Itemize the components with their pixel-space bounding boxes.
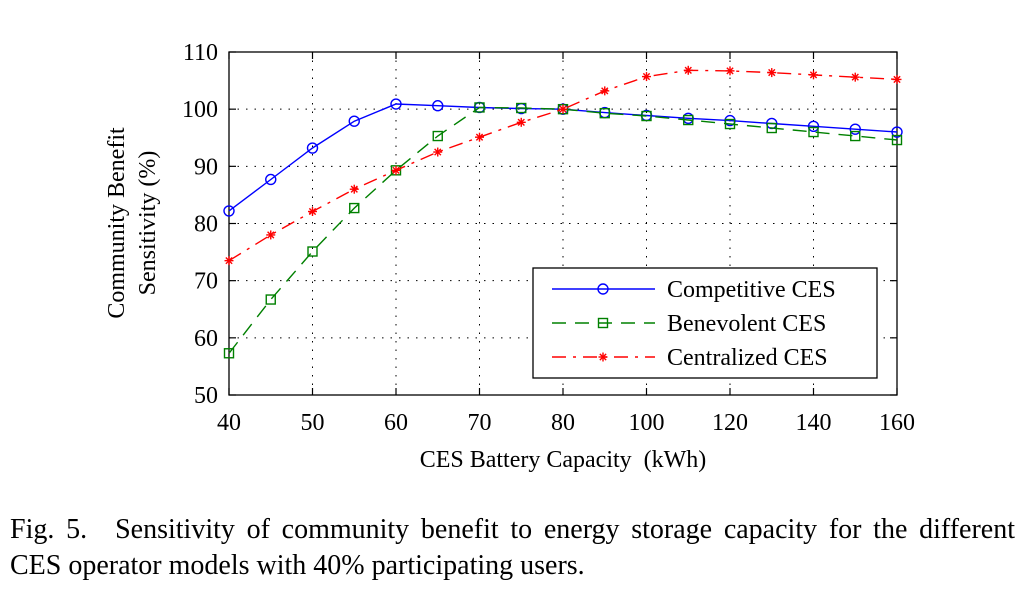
y-tick-label: 80: [194, 212, 218, 238]
series-centralized-ces: [224, 65, 902, 266]
y-tick-label: 70: [194, 269, 218, 295]
data-point-centralized-ces: [725, 66, 735, 76]
data-point-centralized-ces: [892, 74, 902, 84]
series-line-benevolent-ces: [228, 106, 898, 354]
x-tick-label: 160: [879, 410, 915, 436]
data-point-competitive-ces: [390, 98, 402, 110]
data-point-benevolent-ces: [891, 134, 903, 146]
legend-label: Benevolent CES: [667, 311, 826, 337]
data-point-benevolent-ces: [223, 348, 235, 359]
data-point-centralized-ces: [475, 132, 484, 142]
legend-marker: [597, 317, 609, 329]
data-point-benevolent-ces: [432, 130, 443, 142]
x-tick-label: 100: [629, 410, 665, 436]
data-point-benevolent-ces: [307, 246, 318, 257]
legend-entry-benevolent-ces: Benevolent CES: [552, 311, 826, 337]
data-point-competitive-ces: [891, 126, 903, 138]
data-point-benevolent-ces: [808, 126, 819, 138]
data-point-centralized-ces: [850, 72, 860, 82]
data-point-centralized-ces: [308, 206, 317, 216]
data-point-centralized-ces: [391, 165, 401, 175]
x-axis-label: CES Battery Capacity (kWh): [420, 447, 707, 473]
y-tick-label: 60: [194, 326, 218, 352]
data-point-centralized-ces: [516, 117, 526, 127]
series-competitive-ces: [223, 98, 903, 217]
data-point-competitive-ces: [348, 115, 360, 127]
data-point-centralized-ces: [349, 184, 359, 194]
x-tick-label: 40: [217, 410, 241, 436]
x-tick-label: 80: [551, 410, 575, 436]
figure-caption: Fig. 5. Sensitivity of community benefit …: [10, 512, 1015, 584]
series-group: [223, 65, 903, 359]
data-point-benevolent-ces: [724, 118, 736, 130]
data-point-competitive-ces: [223, 205, 235, 217]
y-tick-label: 110: [183, 40, 218, 66]
data-point-benevolent-ces: [516, 102, 527, 114]
data-point-competitive-ces: [306, 142, 319, 154]
legend-entry-competitive-ces: Competitive CES: [552, 277, 836, 303]
data-point-centralized-ces: [809, 70, 818, 80]
legend-box: [532, 267, 878, 379]
figure: 40 50 60 70 80 100 120 140 160 50 60 70 80 90 100 110 C…: [104, 40, 915, 473]
x-tick-label: 50: [301, 410, 325, 436]
y-tick-label: 100: [182, 97, 218, 123]
caption-label: Fig. 5.: [10, 514, 88, 545]
data-point-centralized-ces: [558, 104, 568, 114]
data-point-centralized-ces: [767, 68, 777, 78]
data-point-benevolent-ces: [850, 130, 861, 142]
data-point-competitive-ces: [432, 100, 444, 112]
data-point-benevolent-ces: [265, 294, 276, 305]
data-point-competitive-ces: [265, 173, 277, 186]
legend-entry-centralized-ces: Centralized CES: [552, 345, 828, 371]
caption-text: Sensitivity of community benefit to ener…: [10, 514, 1015, 581]
data-point-centralized-ces: [224, 256, 234, 266]
legend-label: Competitive CES: [667, 277, 836, 303]
legend-marker: [597, 283, 609, 295]
data-point-centralized-ces: [266, 230, 276, 240]
y-tick-label: 50: [194, 383, 218, 409]
legend-label: Centralized CES: [667, 345, 828, 371]
series-line-centralized-ces: [228, 69, 898, 262]
legend: Competitive CES Benevolent CES Centralized…: [532, 267, 878, 379]
data-point-benevolent-ces: [474, 102, 485, 113]
data-point-centralized-ces: [683, 65, 693, 75]
data-point-centralized-ces: [642, 72, 651, 82]
x-tick-label: 70: [468, 410, 492, 436]
legend-marker: [598, 352, 608, 362]
x-tick-label: 60: [384, 410, 408, 436]
x-tick-label: 140: [796, 410, 832, 436]
y-axis-label-line1: Community Benefit: [104, 127, 130, 319]
data-point-benevolent-ces: [766, 122, 777, 134]
data-point-competitive-ces: [849, 123, 861, 135]
x-tick-label: 120: [712, 410, 748, 436]
series-benevolent-ces: [223, 102, 903, 359]
data-point-benevolent-ces: [683, 114, 694, 126]
data-point-benevolent-ces: [641, 110, 652, 122]
data-point-benevolent-ces: [599, 107, 610, 119]
y-axis-label-line2: Sensitivity (%): [135, 151, 161, 296]
data-point-competitive-ces: [807, 120, 820, 133]
y-tick-label: 90: [194, 154, 218, 180]
data-point-benevolent-ces: [349, 202, 360, 214]
data-point-centralized-ces: [600, 86, 610, 96]
data-point-centralized-ces: [433, 147, 443, 157]
